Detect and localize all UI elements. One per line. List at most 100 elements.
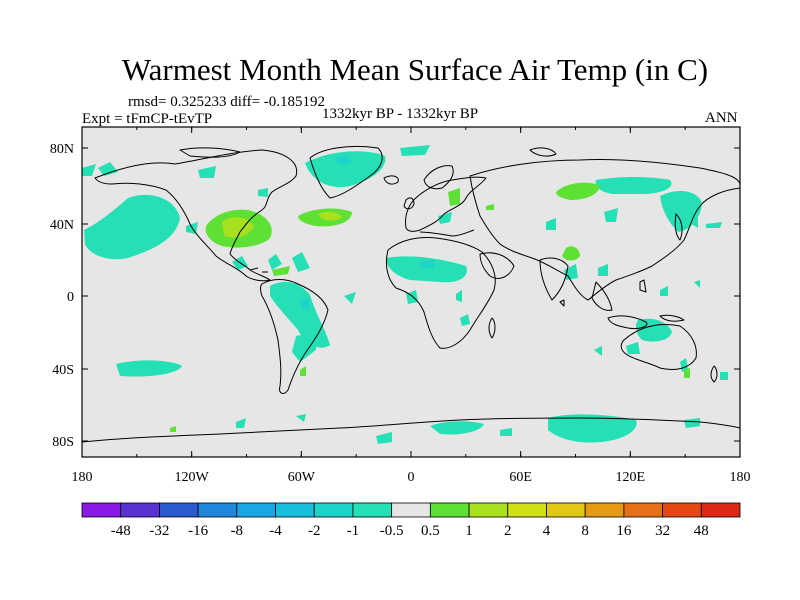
anomaly-region	[430, 421, 484, 435]
period-label: 1332kyr BP - 1332kyr BP	[322, 106, 479, 122]
anomaly-region	[116, 360, 182, 377]
anomaly-region	[198, 166, 216, 178]
colorbar-label: 16	[616, 523, 632, 539]
anomaly-region	[460, 314, 470, 326]
anomaly-region	[598, 264, 608, 276]
colorbar-label: -8	[231, 523, 244, 539]
coastline-arctic-islands	[179, 147, 241, 158]
anomaly-region	[258, 188, 268, 197]
lat-tick-label: 0	[67, 290, 74, 305]
colorbar-swatch	[81, 502, 122, 518]
anomaly-region	[386, 256, 467, 283]
colorbar-label: 8	[581, 523, 589, 539]
lat-tick-label: 80N	[50, 142, 74, 157]
coastline-uk	[403, 197, 415, 210]
colorbar-swatch	[546, 502, 586, 518]
anomaly-region	[456, 290, 462, 302]
colorbar-swatch	[236, 502, 276, 518]
colorbar-label: 48	[694, 523, 709, 539]
colorbar-label: -16	[188, 523, 208, 539]
anomaly-region	[604, 208, 618, 222]
anomaly-region	[694, 280, 700, 288]
anomaly-region	[222, 217, 254, 238]
anomaly-region	[486, 204, 494, 210]
lon-tick-label: 60E	[509, 470, 532, 485]
anomaly-region	[98, 162, 118, 176]
coastline-new-zealand	[710, 365, 718, 383]
colorbar-swatch	[352, 502, 393, 518]
colorbar-swatch	[429, 502, 470, 518]
anomaly-region	[270, 281, 330, 348]
coastline-new-guinea	[659, 314, 685, 322]
lon-tick-label: 120W	[175, 470, 210, 485]
latitude-axis: 80N 40N 0 40S 80S	[50, 142, 740, 450]
coastline-scandinavia	[423, 165, 454, 190]
colorbar: -48 -32 -16 -8 -4 -2 -1 -0.5 0.5 1 2 4 8 16 32 48	[81, 502, 741, 539]
anomaly-region	[626, 342, 640, 354]
anomaly-region	[420, 260, 434, 268]
anomaly-region	[660, 286, 668, 296]
anomaly-region	[82, 164, 96, 176]
anomaly-region	[84, 194, 180, 260]
coastline-iceland	[383, 175, 399, 185]
coastline-arabia	[479, 252, 515, 279]
coastline-asia	[469, 158, 740, 301]
colorbar-label: -32	[149, 523, 169, 539]
stats-label: rmsd= 0.325233 diff= -0.185192	[128, 94, 326, 110]
anomaly-region	[305, 151, 386, 188]
anomaly-region	[546, 218, 556, 230]
colorbar-label: -1	[347, 523, 360, 539]
colorbar-swatch	[159, 502, 199, 518]
colorbar-swatch	[468, 502, 509, 518]
coastline-indonesia	[607, 315, 648, 329]
lat-tick-label: 40S	[52, 363, 74, 378]
anomaly-region	[595, 177, 672, 194]
anomaly-region	[448, 188, 460, 206]
anomaly-region	[296, 414, 306, 422]
coastline-sri-lanka	[559, 299, 565, 307]
coastline-africa	[385, 237, 496, 349]
colorbar-label: 0.5	[421, 523, 440, 539]
anomaly-region	[170, 426, 176, 432]
colorbar-label: -2	[308, 523, 321, 539]
lon-tick-label: 180	[72, 470, 93, 485]
colorbar-swatch	[507, 502, 547, 518]
lat-tick-label: 80S	[52, 435, 74, 450]
anomaly-region	[548, 414, 637, 443]
experiment-label: Expt = tFmCP-tEvTP	[82, 111, 213, 127]
colorbar-swatch	[662, 502, 702, 518]
colorbar-swatch	[313, 502, 354, 518]
anomaly-fill-layer	[82, 145, 740, 444]
coastline-india	[539, 257, 569, 301]
coastline-greenland	[309, 145, 383, 199]
colorbar-label: -48	[111, 523, 131, 539]
colorbar-swatch	[120, 502, 160, 518]
anomaly-region	[500, 428, 512, 436]
colorbar-swatch	[391, 502, 431, 518]
season-label: ANN	[705, 110, 738, 126]
coastline-japan	[674, 213, 683, 241]
lat-tick-label: 40N	[50, 218, 74, 233]
anomaly-region	[438, 212, 452, 224]
coastline-europe	[405, 176, 487, 232]
anomaly-region	[318, 211, 342, 221]
anomaly-region	[236, 418, 246, 428]
anomaly-region	[688, 218, 698, 228]
coastline-southeast-asia	[591, 281, 613, 311]
plot-title: Warmest Month Mean Surface Air Temp (in …	[121, 52, 709, 87]
colorbar-label: -0.5	[380, 523, 404, 539]
colorbar-swatch	[584, 502, 625, 518]
colorbar-swatch	[700, 502, 741, 518]
coastline-caribbean	[249, 267, 268, 273]
anomaly-region	[706, 222, 722, 228]
coastline-philippines	[639, 279, 647, 293]
colorbar-label: 2	[504, 523, 512, 539]
coastline-north-america	[94, 149, 298, 282]
anomaly-region	[272, 266, 290, 276]
colorbar-swatch	[197, 502, 238, 518]
coastlines	[82, 145, 740, 443]
anomaly-region	[344, 292, 356, 304]
coastline-australia	[620, 324, 697, 371]
anomaly-region	[594, 346, 602, 356]
